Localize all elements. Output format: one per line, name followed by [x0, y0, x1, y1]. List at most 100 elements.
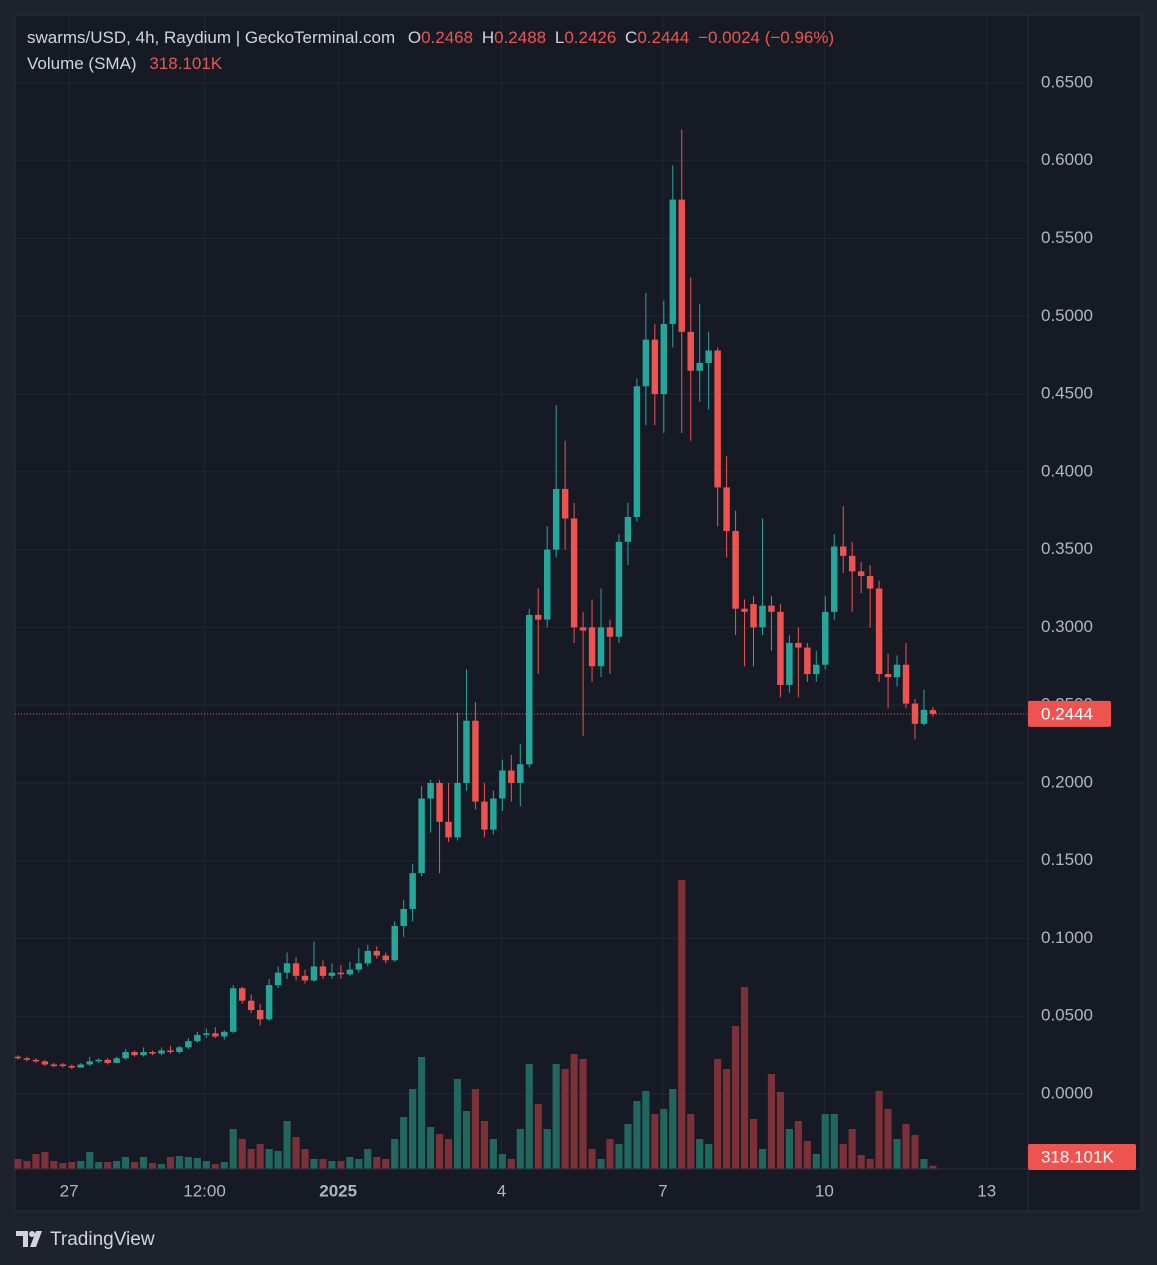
volume-bar: [749, 1119, 758, 1169]
candle-body: [131, 1052, 138, 1056]
volume-bar: [59, 1163, 67, 1169]
volume-bar: [426, 1127, 435, 1169]
volume-bar: [184, 1157, 192, 1169]
candle-body: [50, 1064, 58, 1067]
candle-body: [194, 1034, 201, 1042]
brand-icon: [16, 1231, 42, 1247]
volume-bar: [400, 1117, 408, 1169]
high-value: 0.2488: [494, 28, 546, 47]
volume-bar: [633, 1101, 641, 1169]
volume-bar: [444, 1139, 453, 1169]
high-label: H: [482, 28, 494, 47]
candle-body: [750, 604, 757, 628]
volume-bar: [130, 1162, 139, 1169]
candle-body: [884, 674, 892, 678]
candle-body: [929, 710, 937, 714]
volume-bar: [812, 1154, 820, 1169]
volume-bar: [471, 1089, 480, 1169]
x-tick-label: 7: [658, 1181, 667, 1200]
candle-body: [490, 798, 497, 830]
volume-bar: [525, 1064, 533, 1169]
last-price-label: 0.2444: [1041, 704, 1093, 723]
candle-body: [651, 339, 659, 395]
change-value: −0.0024 (−0.96%): [698, 28, 834, 47]
volume-bar: [355, 1159, 363, 1169]
volume-bar: [14, 1159, 22, 1169]
candle-body: [911, 703, 919, 724]
volume-bar: [785, 1129, 793, 1169]
candle-body: [875, 588, 883, 675]
candle-body: [104, 1059, 111, 1063]
y-tick-label: 0.0000: [1041, 1084, 1093, 1103]
volume-bar: [740, 987, 749, 1169]
candle-body: [866, 576, 874, 589]
candle-body: [499, 770, 506, 799]
volume-bar: [731, 1026, 740, 1169]
y-tick-label: 0.3000: [1041, 617, 1093, 636]
volume-bar: [41, 1152, 49, 1169]
candle-body: [247, 1000, 255, 1011]
grid: [15, 15, 1028, 1169]
candle-body: [265, 985, 273, 1020]
volume-bar: [95, 1162, 103, 1169]
volume-bar: [122, 1157, 130, 1169]
y-tick-label: 0.0500: [1041, 1006, 1093, 1025]
candle-body: [140, 1052, 147, 1056]
y-tick-label: 0.5000: [1041, 306, 1093, 325]
volume-bar: [597, 1159, 605, 1169]
volume-bar: [157, 1164, 166, 1169]
candle-body: [920, 709, 928, 724]
candle-body: [95, 1059, 102, 1062]
volume-bar: [238, 1139, 246, 1169]
candle-body: [256, 1010, 264, 1020]
candle-body: [508, 770, 515, 783]
low-value: 0.2426: [564, 28, 616, 47]
candle-body: [122, 1052, 129, 1059]
volume-bar: [23, 1161, 31, 1169]
candle-body: [454, 782, 461, 838]
volume-bar: [453, 1079, 462, 1169]
volume-bar: [211, 1164, 219, 1169]
volume-bar: [104, 1162, 112, 1169]
candle-body: [517, 764, 524, 783]
brand-logo[interactable]: TradingView: [16, 1229, 155, 1250]
candle-body: [113, 1058, 120, 1063]
y-tick-label: 0.5500: [1041, 228, 1093, 247]
candle-body: [463, 720, 470, 783]
candle-body: [158, 1050, 165, 1054]
volume-bar: [561, 1069, 569, 1169]
volume-bar: [606, 1139, 614, 1169]
candle-body: [543, 549, 551, 620]
candle-body: [32, 1059, 40, 1062]
volume-bar: [866, 1159, 874, 1169]
volume-bar: [920, 1159, 928, 1169]
volume-bar: [507, 1159, 515, 1169]
volume-bar: [292, 1137, 300, 1169]
candle-body: [77, 1064, 84, 1068]
volume-bar: [256, 1144, 264, 1169]
candle-body: [813, 664, 820, 675]
candle-body: [588, 627, 596, 667]
volume-bar: [220, 1162, 228, 1169]
candle-body: [848, 555, 856, 572]
candle-body: [400, 908, 407, 927]
volume-bar: [435, 1134, 444, 1169]
candle-body: [759, 605, 766, 628]
candle-body: [86, 1061, 93, 1065]
volume-legend: Volume (SMA) 318.101K: [27, 54, 223, 73]
volume-bar: [77, 1161, 85, 1169]
candle-body: [579, 627, 587, 631]
volume-bar: [884, 1109, 892, 1169]
y-tick-label: 0.6500: [1041, 72, 1093, 91]
labels: 0.00000.05000.10000.15000.20000.25000.30…: [60, 72, 1136, 1200]
volume-bar: [678, 880, 686, 1169]
candle-body: [23, 1058, 31, 1060]
candle-body: [714, 350, 721, 488]
candle-body: [615, 541, 623, 637]
x-tick-label: 27: [60, 1181, 79, 1200]
volume-bar: [660, 1109, 668, 1169]
candle-body: [221, 1031, 228, 1037]
open-value: 0.2468: [421, 28, 473, 47]
x-tick-label: 4: [497, 1181, 506, 1200]
